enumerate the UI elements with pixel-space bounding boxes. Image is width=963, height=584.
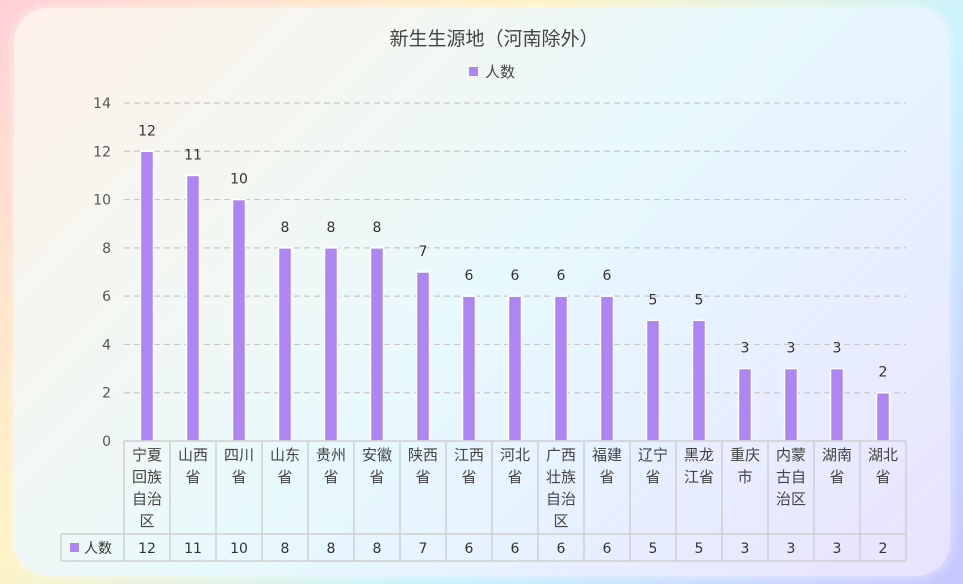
data-label: 3 (833, 341, 842, 357)
table-value: 3 (787, 541, 796, 557)
table-series-label: 人数 (84, 541, 112, 557)
category-label: 宁夏回族自治区 (132, 446, 162, 530)
table-value: 8 (327, 541, 336, 557)
bar (875, 391, 891, 442)
category-label: 黑龙江省 (684, 446, 714, 486)
table-value: 6 (603, 541, 612, 557)
data-label: 3 (787, 341, 796, 357)
table-value: 7 (419, 541, 428, 557)
category-label: 江西省 (454, 446, 484, 486)
data-label: 8 (373, 220, 382, 236)
data-label: 5 (695, 292, 704, 308)
data-label: 3 (741, 341, 750, 357)
data-label: 6 (557, 268, 566, 284)
y-tick-label: 10 (93, 193, 111, 209)
y-tick-label: 4 (102, 337, 111, 353)
category-label: 贵州省 (316, 446, 346, 486)
category-label: 广西壮族自治区 (546, 446, 576, 530)
data-label: 6 (465, 268, 474, 284)
data-label: 10 (230, 172, 248, 188)
y-tick-label: 8 (102, 241, 111, 257)
bar (185, 174, 201, 442)
category-label: 四川省 (224, 446, 254, 486)
data-label: 8 (281, 220, 290, 236)
data-label: 5 (649, 292, 658, 308)
data-label: 6 (603, 268, 612, 284)
category-label: 安徽省 (362, 446, 392, 486)
table-value: 6 (465, 541, 474, 557)
legend: 人数 (469, 63, 515, 81)
category-label: 湖南省 (822, 446, 852, 486)
bar (645, 319, 661, 442)
category-label: 湖北省 (868, 446, 898, 486)
table-value: 12 (138, 541, 156, 557)
category-label: 重庆市 (730, 446, 760, 486)
bar (829, 367, 845, 442)
legend-swatch (469, 67, 478, 76)
y-tick-label: 0 (102, 434, 111, 450)
bar (461, 295, 477, 442)
table-value: 3 (833, 541, 842, 557)
category-label: 河北省 (500, 446, 530, 486)
table-value: 6 (511, 541, 520, 557)
y-tick-label: 6 (102, 289, 111, 305)
data-label: 2 (879, 365, 888, 381)
bar (737, 367, 753, 442)
category-label: 内蒙古自治区 (776, 446, 806, 508)
category-label: 山东省 (270, 446, 300, 486)
bar (415, 271, 431, 442)
table-value: 6 (557, 541, 566, 557)
bar (553, 295, 569, 442)
table-value: 5 (649, 541, 658, 557)
table-value: 8 (373, 541, 382, 557)
bar (599, 295, 615, 442)
table-value: 10 (230, 541, 248, 557)
table-value: 11 (184, 541, 202, 557)
category-label: 陕西省 (408, 446, 438, 486)
chart-title: 新生生源地（河南除外） (389, 28, 598, 50)
category-label: 福建省 (592, 446, 622, 486)
bar (369, 247, 385, 442)
category-label: 山西省 (178, 446, 208, 486)
bar (231, 198, 247, 442)
bar (783, 367, 799, 442)
bar (139, 150, 155, 442)
y-tick-label: 14 (93, 96, 111, 112)
bar (277, 247, 293, 442)
bar (691, 319, 707, 442)
table-value: 3 (741, 541, 750, 557)
data-label: 8 (327, 220, 336, 236)
data-label: 12 (138, 123, 156, 139)
data-label: 11 (184, 147, 202, 163)
category-label: 辽宁省 (638, 446, 668, 486)
data-label: 7 (419, 244, 428, 260)
y-tick-label: 2 (102, 386, 111, 402)
data-label: 6 (511, 268, 520, 284)
table-value: 5 (695, 541, 704, 557)
table-value: 8 (281, 541, 290, 557)
bar (323, 247, 339, 442)
y-tick-label: 12 (93, 144, 111, 160)
legend-label: 人数 (485, 63, 515, 81)
bar (507, 295, 523, 442)
table-legend-swatch (70, 543, 79, 552)
table-value: 2 (879, 541, 888, 557)
